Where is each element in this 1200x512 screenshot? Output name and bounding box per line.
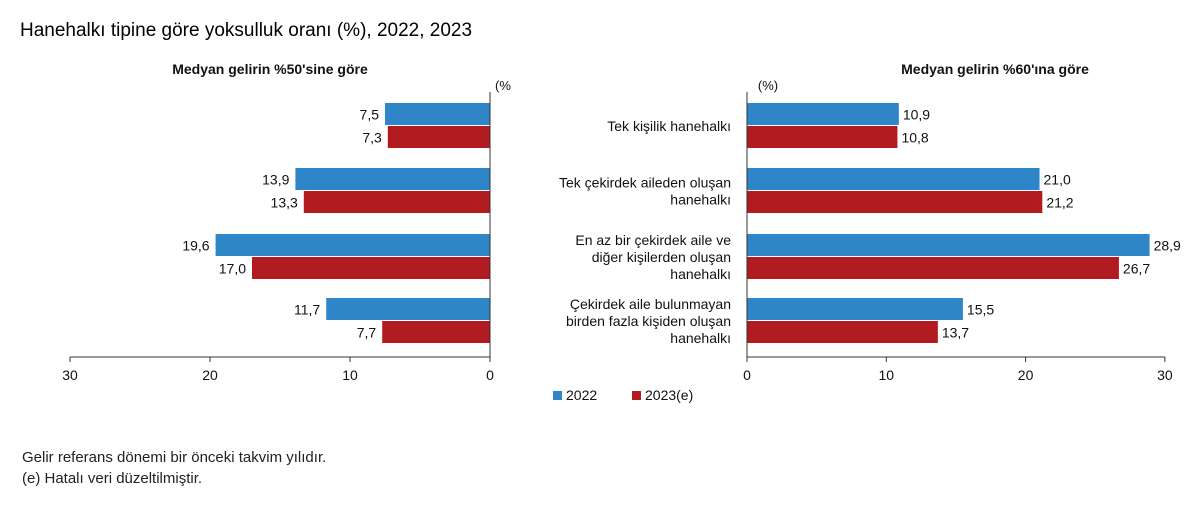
left-tick-label: 0: [486, 367, 494, 383]
left-bar-2023e-3: [382, 321, 490, 343]
right-bar-2023e-2: [747, 257, 1119, 279]
category-label: hanehalkı: [670, 192, 731, 208]
category-label: hanehalkı: [670, 266, 731, 282]
left-bar-2022-2: [215, 234, 490, 256]
right-data-label: 10,8: [901, 130, 928, 146]
right-bar-2023e-3: [747, 321, 938, 343]
right-unit-label: (%): [758, 78, 778, 93]
right-bar-2022-3: [747, 298, 963, 320]
left-bar-2022-0: [385, 103, 490, 125]
category-label: birden fazla kişiden oluşan: [566, 313, 731, 329]
left-data-label: 13,9: [262, 172, 289, 188]
right-bar-2023e-1: [747, 191, 1043, 213]
footnote-reference-period: Gelir referans dönemi bir önceki takvim …: [22, 449, 327, 466]
category-label: hanehalkı: [670, 330, 731, 346]
category-label: Tek kişilik hanehalkı: [607, 118, 731, 134]
right-data-label: 26,7: [1123, 261, 1150, 277]
category-label: En az bir çekirdek aile ve: [575, 232, 731, 248]
chart-title: Hanehalkı tipine göre yoksulluk oranı (%…: [20, 20, 473, 41]
left-unit-label: (%: [495, 78, 511, 93]
right-data-label: 15,5: [967, 302, 994, 318]
category-label: diğer kişilerden oluşan: [592, 249, 731, 265]
chart: Medyan gelirin %50'sine göre (% 7,5 13,9 19,…: [62, 61, 1181, 403]
left-tick-label: 20: [202, 367, 218, 383]
legend-swatch-2023e: [632, 391, 641, 400]
left-bar-2022-3: [326, 298, 490, 320]
right-tick-label: 20: [1018, 367, 1034, 383]
left-data-label: 17,0: [219, 261, 246, 277]
right-data-label: 13,7: [942, 325, 969, 341]
right-tick-label: 0: [743, 367, 751, 383]
left-bar-2023e-0: [387, 126, 490, 148]
right-bar-2022-0: [747, 103, 899, 125]
left-data-label: 7,7: [357, 325, 377, 341]
left-panel-title: Medyan gelirin %50'sine göre: [172, 61, 368, 77]
left-data-label: 7,3: [362, 130, 382, 146]
left-data-label: 11,7: [294, 302, 320, 318]
left-data-label: 19,6: [182, 238, 209, 254]
left-tick-label: 10: [342, 367, 358, 383]
legend-label-2023e: 2023(e): [645, 387, 693, 403]
right-bar-2022-1: [747, 168, 1040, 190]
left-data-label: 7,5: [360, 107, 380, 123]
right-panel-title: Medyan gelirin %60'ına göre: [901, 61, 1089, 77]
legend-swatch-2022: [553, 391, 562, 400]
legend-label-2022: 2022: [566, 387, 597, 403]
right-data-label: 21,0: [1044, 172, 1071, 188]
category-label: Tek çekirdek aileden oluşan: [559, 175, 731, 191]
right-bar-2022-2: [747, 234, 1150, 256]
category-label: Çekirdek aile bulunmayan: [570, 296, 731, 312]
right-tick-label: 30: [1157, 367, 1173, 383]
right-data-label: 21,2: [1046, 195, 1073, 211]
left-data-label: 13,3: [271, 195, 298, 211]
left-tick-label: 30: [62, 367, 78, 383]
right-tick-label: 10: [879, 367, 895, 383]
right-bar-2023e-0: [747, 126, 898, 148]
left-bar-2023e-1: [303, 191, 490, 213]
left-bar-2022-1: [295, 168, 490, 190]
right-data-label: 28,9: [1154, 238, 1181, 254]
footnote-corrected-data: (e) Hatalı veri düzeltilmiştir.: [22, 470, 203, 487]
right-data-label: 10,9: [903, 107, 930, 123]
left-bar-2023e-2: [252, 257, 490, 279]
